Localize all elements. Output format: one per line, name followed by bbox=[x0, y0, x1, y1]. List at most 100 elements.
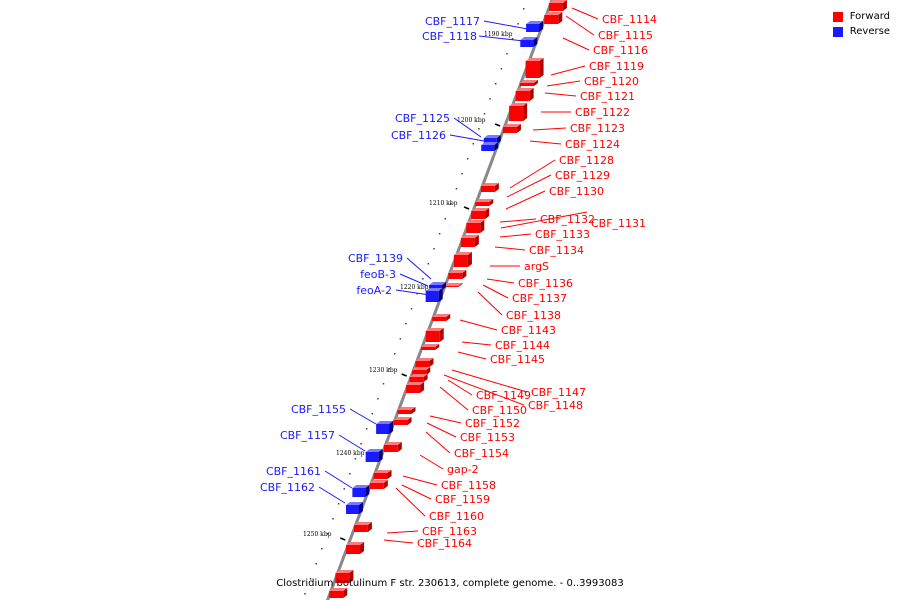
reverse-gene-block[interactable] bbox=[526, 21, 544, 32]
forward-gene-block[interactable] bbox=[421, 344, 440, 350]
reverse-gene-label[interactable]: feoA-2 bbox=[356, 284, 392, 297]
position-dot bbox=[382, 383, 385, 385]
gene-block-side bbox=[485, 208, 490, 219]
forward-gene-label[interactable]: CBF_1158 bbox=[441, 479, 496, 492]
forward-gene-block[interactable] bbox=[329, 588, 348, 598]
forward-gene-label[interactable]: CBF_1116 bbox=[593, 44, 648, 57]
forward-gene-block[interactable] bbox=[432, 314, 451, 321]
forward-gene-label[interactable]: CBF_1120 bbox=[584, 75, 639, 88]
forward-gene-label[interactable]: CBF_1152 bbox=[465, 417, 520, 430]
reverse-gene-block[interactable] bbox=[520, 37, 538, 47]
forward-gene-block[interactable] bbox=[346, 542, 365, 554]
reverse-gene-block[interactable] bbox=[429, 282, 447, 290]
forward-gene-label[interactable]: CBF_1147 bbox=[531, 386, 586, 399]
reverse-gene-label[interactable]: CBF_1125 bbox=[395, 112, 450, 125]
gene-block-face bbox=[412, 370, 427, 375]
reverse-gene-label[interactable]: CBF_1161 bbox=[266, 465, 321, 478]
forward-gene-label[interactable]: CBF_1133 bbox=[535, 228, 590, 241]
reverse-gene-block[interactable] bbox=[365, 449, 383, 462]
forward-gene-label[interactable]: CBF_1130 bbox=[549, 185, 604, 198]
reverse-gene-block[interactable] bbox=[425, 288, 443, 302]
forward-gene-block[interactable] bbox=[369, 480, 388, 489]
forward-gene-label[interactable]: CBF_1145 bbox=[490, 353, 545, 366]
forward-gene-label[interactable]: CBF_1124 bbox=[565, 138, 620, 151]
forward-gene-block[interactable] bbox=[460, 235, 479, 247]
forward-gene-label[interactable]: CBF_1137 bbox=[512, 292, 567, 305]
reverse-gene-label[interactable]: CBF_1157 bbox=[280, 429, 335, 442]
forward-gene-label[interactable]: CBF_1134 bbox=[529, 244, 584, 257]
legend-reverse-label: Reverse bbox=[849, 26, 890, 37]
forward-gene-label[interactable]: gap-2 bbox=[447, 463, 479, 476]
forward-gene-block[interactable] bbox=[466, 220, 485, 233]
forward-gene-block[interactable] bbox=[475, 199, 494, 206]
forward-gene-block[interactable] bbox=[393, 417, 412, 425]
forward-gene-block[interactable] bbox=[502, 124, 521, 133]
forward-gene-block[interactable] bbox=[415, 358, 434, 367]
forward-gene-label[interactable]: CBF_1144 bbox=[495, 339, 550, 352]
forward-gene-label[interactable]: CBF_1119 bbox=[589, 60, 644, 73]
forward-gene-label[interactable]: CBF_1143 bbox=[501, 324, 556, 337]
forward-gene-label[interactable]: CBF_1154 bbox=[454, 447, 509, 460]
reverse-gene-label[interactable]: CBF_1126 bbox=[391, 129, 446, 142]
forward-gene-label[interactable]: CBF_1122 bbox=[575, 106, 630, 119]
forward-gene-label[interactable]: CBF_1136 bbox=[518, 277, 573, 290]
reverse-gene-block[interactable] bbox=[483, 135, 501, 144]
forward-gene-label[interactable]: CBF_1128 bbox=[559, 154, 614, 167]
forward-leader-line bbox=[499, 233, 532, 238]
forward-leader-line bbox=[506, 174, 552, 198]
kbp-tick-label: 1210 kbp bbox=[429, 200, 458, 207]
gene-block-top bbox=[480, 183, 499, 186]
forward-gene-label[interactable]: CBF_1160 bbox=[429, 510, 484, 523]
forward-gene-label[interactable]: CBF_1149 bbox=[476, 389, 531, 402]
forward-gene-block[interactable] bbox=[519, 80, 538, 86]
forward-gene-label[interactable]: CBF_1150 bbox=[472, 404, 527, 417]
reverse-gene-label[interactable]: feoB-3 bbox=[360, 268, 396, 281]
reverse-gene-label[interactable]: CBF_1117 bbox=[425, 15, 480, 28]
forward-gene-label[interactable]: CBF_1121 bbox=[580, 90, 635, 103]
forward-gene-block[interactable] bbox=[425, 328, 444, 342]
reverse-gene-label[interactable]: CBF_1162 bbox=[260, 481, 315, 494]
reverse-gene-block[interactable] bbox=[352, 485, 370, 497]
gene-block-face bbox=[460, 238, 475, 247]
forward-gene-label[interactable]: CBF_1163 bbox=[422, 525, 477, 538]
reverse-gene-label[interactable]: CBF_1118 bbox=[422, 30, 477, 43]
forward-gene-label[interactable]: CBF_1132 bbox=[540, 213, 595, 226]
forward-gene-block[interactable] bbox=[373, 470, 392, 479]
forward-gene-label[interactable]: CBF_1129 bbox=[555, 169, 610, 182]
forward-gene-block[interactable] bbox=[471, 208, 490, 219]
forward-gene-label[interactable]: CBF_1148 bbox=[528, 399, 583, 412]
forward-gene-block[interactable] bbox=[509, 103, 528, 121]
reverse-gene-label[interactable]: CBF_1139 bbox=[348, 252, 403, 265]
reverse-gene-block[interactable] bbox=[376, 421, 394, 434]
reverse-gene-block[interactable] bbox=[481, 142, 499, 151]
forward-gene-label[interactable]: CBF_1114 bbox=[602, 13, 657, 26]
strand-legend: Forward Reverse bbox=[832, 9, 890, 39]
forward-gene-block[interactable] bbox=[383, 442, 402, 452]
forward-gene-block[interactable] bbox=[397, 407, 416, 414]
forward-gene-block[interactable] bbox=[515, 88, 534, 101]
forward-gene-block[interactable] bbox=[525, 58, 544, 78]
forward-gene-block[interactable] bbox=[548, 0, 567, 11]
forward-gene-block[interactable] bbox=[335, 570, 354, 583]
forward-gene-label[interactable]: CBF_1123 bbox=[570, 122, 625, 135]
forward-gene-block[interactable] bbox=[544, 12, 563, 24]
forward-gene-label[interactable]: argS bbox=[524, 260, 549, 273]
forward-gene-label[interactable]: CBF_1115 bbox=[598, 29, 653, 42]
forward-gene-block[interactable] bbox=[444, 283, 463, 287]
forward-gene-block[interactable] bbox=[353, 522, 372, 532]
reverse-gene-block[interactable] bbox=[346, 502, 364, 514]
gene-block-side bbox=[533, 80, 538, 86]
forward-gene-block[interactable] bbox=[448, 270, 467, 279]
reverse-gene-label[interactable]: CBF_1155 bbox=[291, 403, 346, 416]
forward-gene-block[interactable] bbox=[453, 252, 472, 267]
forward-gene-label[interactable]: CBF_1153 bbox=[460, 431, 515, 444]
forward-gene-block[interactable] bbox=[406, 382, 425, 393]
forward-gene-label[interactable]: CBF_1164 bbox=[417, 537, 472, 550]
forward-gene-block[interactable] bbox=[480, 183, 499, 192]
forward-gene-block[interactable] bbox=[409, 374, 428, 382]
forward-leader-line bbox=[429, 415, 462, 424]
forward-gene-label[interactable]: CBF_1159 bbox=[435, 493, 490, 506]
forward-gene-block[interactable] bbox=[412, 367, 431, 375]
forward-gene-label[interactable]: CBF_1131 bbox=[591, 217, 646, 230]
forward-gene-label[interactable]: CBF_1138 bbox=[506, 309, 561, 322]
